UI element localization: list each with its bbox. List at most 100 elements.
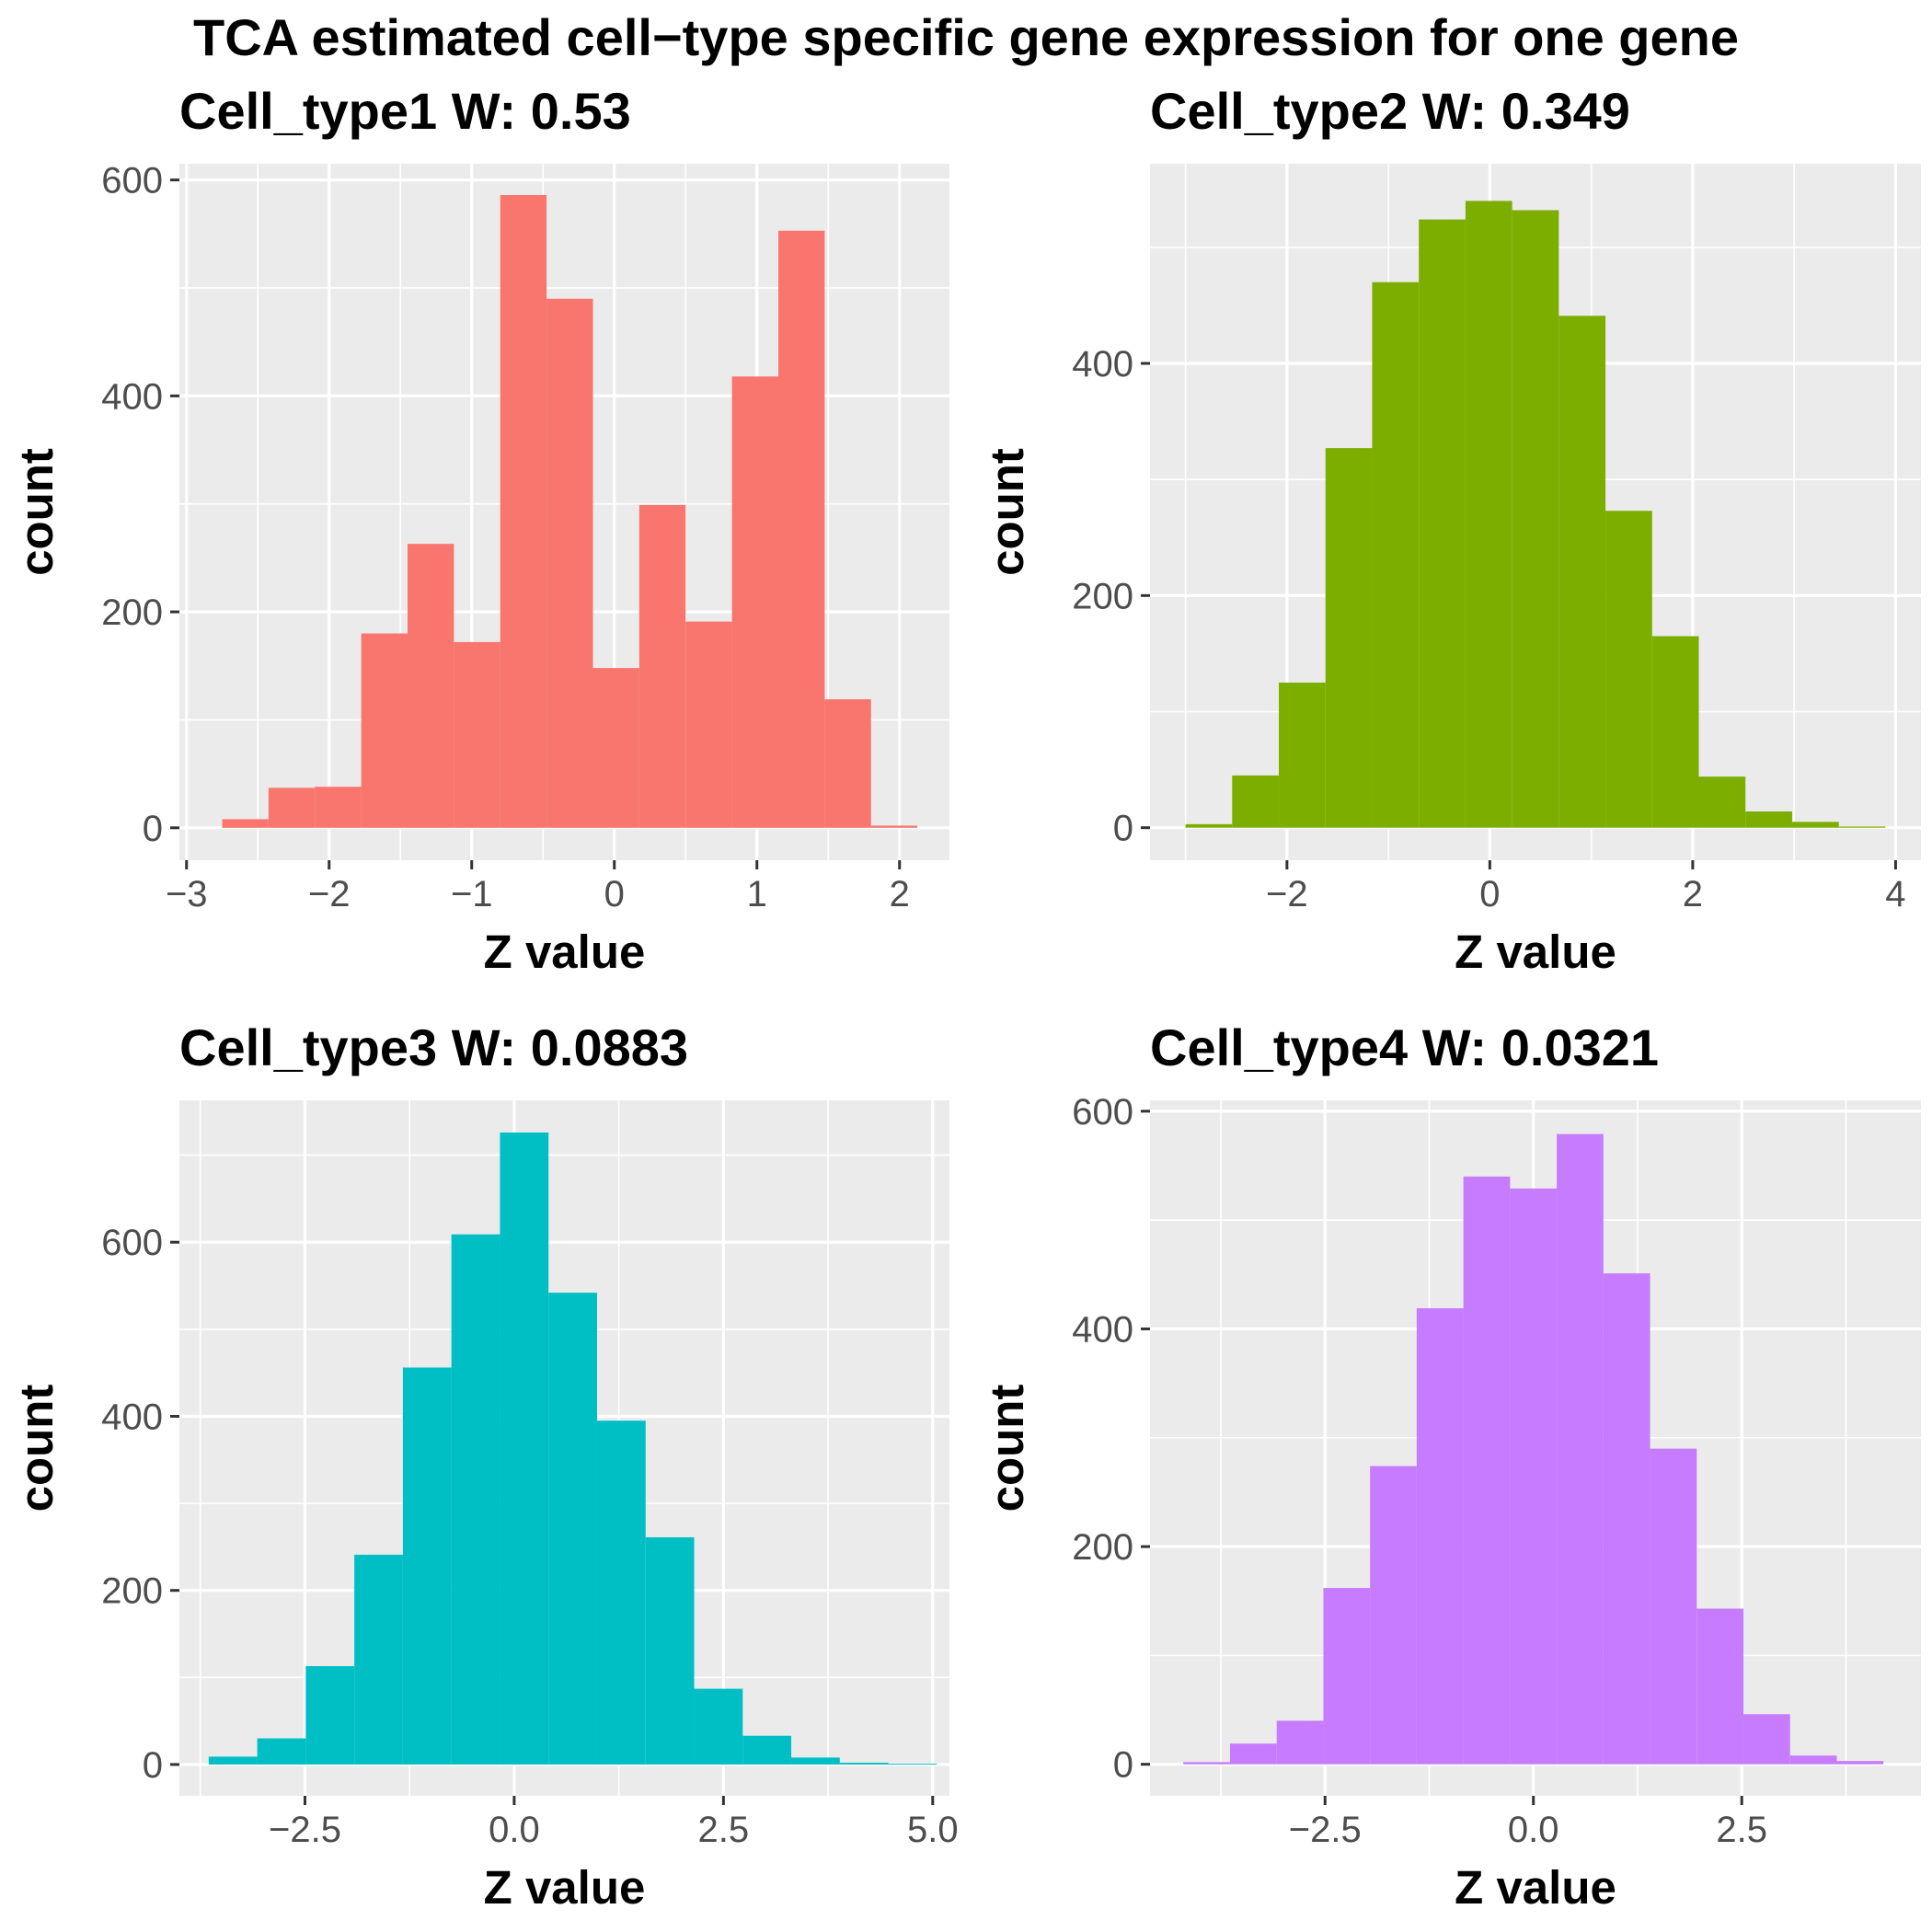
panel-1: −3 −2 −1 0 1 2 0 200 400 600 Cell_type1 W: 0.53 Z v… bbox=[10, 82, 949, 978]
x-axis-title: Z value bbox=[1455, 1861, 1616, 1914]
x-tick-label: 2.5 bbox=[1716, 1810, 1767, 1850]
histogram-bar bbox=[824, 699, 871, 828]
histogram-bar bbox=[1419, 219, 1466, 828]
histogram-bar bbox=[1650, 1448, 1697, 1765]
x-tick-label: 4 bbox=[1885, 874, 1905, 914]
y-tick-label: 0 bbox=[143, 1745, 163, 1786]
x-tick-label: −1 bbox=[451, 874, 493, 914]
histogram-bar bbox=[1463, 1176, 1511, 1765]
x-tick-label: 0 bbox=[1479, 874, 1500, 914]
histogram-bar bbox=[1745, 811, 1792, 828]
x-tick-label: 2 bbox=[1683, 874, 1703, 914]
histogram-bar bbox=[454, 641, 500, 828]
histogram-bar bbox=[1605, 511, 1652, 828]
histogram-bar bbox=[1791, 822, 1839, 828]
panel-3: −2.5 0.0 2.5 5.0 0 200 400 600 Cell_type3 W: 0.0… bbox=[10, 1018, 959, 1914]
x-tick-label: −3 bbox=[166, 874, 208, 914]
panel-title: Cell_type1 W: 0.53 bbox=[179, 82, 631, 140]
x-tick-label: −2.5 bbox=[1289, 1810, 1362, 1850]
histogram-bar bbox=[1276, 1720, 1324, 1765]
y-tick-label: 200 bbox=[101, 1571, 163, 1612]
x-tick-label: −2 bbox=[308, 874, 351, 914]
histogram-bar bbox=[1279, 682, 1326, 828]
x-tick-label: 0 bbox=[604, 874, 625, 914]
x-axis-title: Z value bbox=[1455, 926, 1616, 978]
y-axis-title: count bbox=[10, 448, 63, 576]
histogram-bar bbox=[1416, 1307, 1464, 1765]
histogram-bar bbox=[1183, 1762, 1230, 1765]
y-axis-title: count bbox=[981, 1385, 1033, 1512]
x-tick-label: 0.0 bbox=[1508, 1810, 1559, 1850]
histogram-bar bbox=[731, 376, 778, 828]
panel-title: Cell_type2 W: 0.349 bbox=[1150, 82, 1630, 140]
histogram-bar bbox=[257, 1738, 306, 1765]
x-tick-label: 2 bbox=[890, 874, 910, 914]
histogram-bar bbox=[1510, 1188, 1558, 1765]
histogram-bar bbox=[742, 1735, 792, 1765]
y-tick-label: 0 bbox=[143, 809, 163, 849]
histogram-bar bbox=[1229, 1743, 1277, 1765]
y-tick-label: 600 bbox=[101, 161, 163, 201]
histogram-bar bbox=[596, 1420, 646, 1765]
histogram-bar bbox=[222, 819, 269, 828]
histogram-bar bbox=[354, 1554, 403, 1765]
histogram-bar bbox=[1603, 1273, 1650, 1765]
histogram-bar bbox=[1743, 1714, 1790, 1765]
histogram-bar bbox=[1370, 1466, 1417, 1765]
histogram-bar bbox=[839, 1763, 889, 1765]
histogram-bar bbox=[791, 1757, 840, 1765]
x-axis-title: Z value bbox=[484, 1861, 646, 1914]
histogram-bar bbox=[305, 1666, 355, 1765]
histogram-bar bbox=[1557, 1133, 1604, 1765]
histogram-bar bbox=[645, 1536, 695, 1765]
histogram-bar bbox=[1838, 826, 1886, 828]
panel-title: Cell_type4 W: 0.0321 bbox=[1150, 1018, 1659, 1076]
histogram-bar bbox=[315, 787, 362, 828]
panel-title: Cell_type3 W: 0.0883 bbox=[179, 1018, 688, 1076]
histogram-bar bbox=[361, 633, 408, 828]
y-tick-label: 200 bbox=[101, 592, 163, 633]
panel-2: −2 0 2 4 0 200 400 Cell_type2 W: 0.349 Z value co… bbox=[981, 82, 1921, 978]
histogram-bar bbox=[500, 1133, 549, 1765]
histogram-bar bbox=[1696, 1608, 1744, 1765]
x-tick-label: −2 bbox=[1266, 874, 1308, 914]
x-tick-label: 2.5 bbox=[698, 1810, 750, 1850]
histogram-bar bbox=[778, 230, 825, 828]
histogram-bar bbox=[694, 1688, 743, 1765]
y-tick-label: 400 bbox=[101, 376, 163, 417]
y-tick-label: 400 bbox=[1072, 1309, 1133, 1350]
y-tick-label: 400 bbox=[1072, 344, 1133, 385]
histogram-bar bbox=[1651, 636, 1699, 828]
y-tick-label: 0 bbox=[1113, 1745, 1133, 1786]
histogram-bar bbox=[1558, 316, 1606, 828]
histogram-bar bbox=[1323, 1588, 1371, 1765]
x-tick-label: 0.0 bbox=[489, 1810, 540, 1850]
y-tick-label: 200 bbox=[1072, 1527, 1133, 1568]
y-tick-label: 200 bbox=[1072, 576, 1133, 616]
histogram-bar bbox=[1325, 448, 1373, 828]
histogram-bar bbox=[1512, 210, 1559, 828]
histogram-bar bbox=[208, 1756, 258, 1765]
y-tick-label: 0 bbox=[1113, 809, 1133, 849]
histogram-bar bbox=[1372, 282, 1420, 828]
x-tick-label: −2.5 bbox=[269, 1810, 341, 1850]
x-axis-title: Z value bbox=[484, 926, 646, 978]
histogram-bar bbox=[548, 1293, 597, 1765]
histogram-bar bbox=[870, 825, 918, 828]
histogram-bar bbox=[451, 1234, 500, 1765]
histogram-bar bbox=[638, 504, 686, 828]
histogram-bar bbox=[1185, 823, 1233, 828]
histogram-bar bbox=[1836, 1761, 1884, 1765]
histogram-bar bbox=[1698, 776, 1746, 828]
y-axis-title: count bbox=[10, 1385, 63, 1512]
panel-4: −2.5 0.0 2.5 0 200 400 600 Cell_type4 W: 0.0321… bbox=[981, 1018, 1921, 1914]
y-axis-title: count bbox=[981, 448, 1033, 576]
histogram-bar bbox=[408, 544, 454, 828]
main-title: TCA estimated cell−type specific gene ex… bbox=[192, 8, 1740, 66]
histogram-bar bbox=[500, 195, 547, 828]
histogram-bar bbox=[685, 621, 732, 828]
x-tick-label: 5.0 bbox=[907, 1810, 959, 1850]
y-tick-label: 600 bbox=[101, 1223, 163, 1263]
histogram-bar bbox=[1232, 775, 1280, 828]
